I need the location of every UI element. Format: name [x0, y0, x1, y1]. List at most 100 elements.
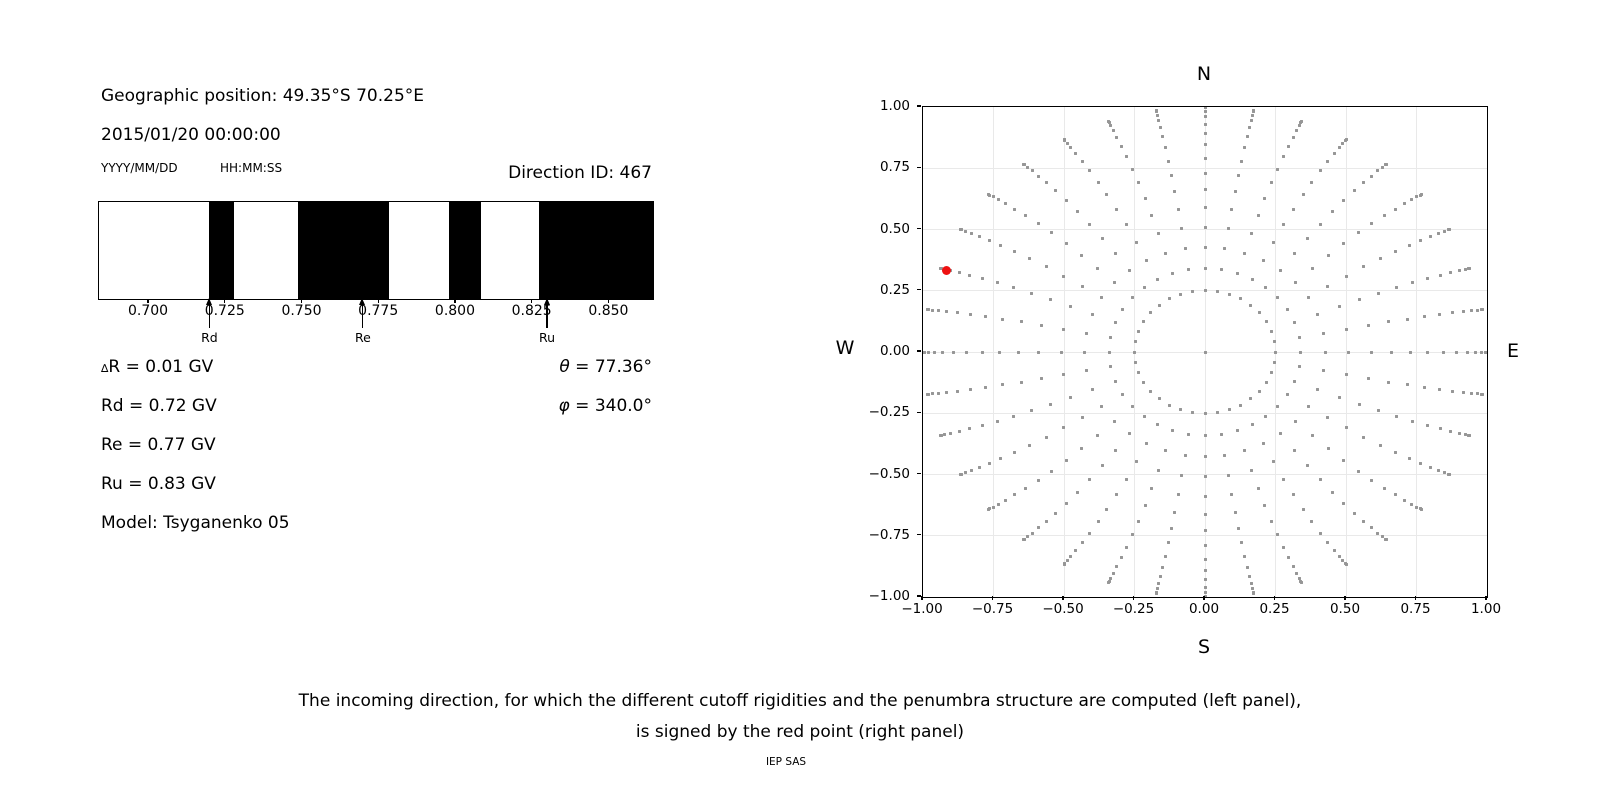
direction-grid-point	[1291, 565, 1295, 569]
direction-grid-point	[980, 423, 984, 427]
direction-grid-point	[1168, 403, 1172, 407]
delta-symbol: ∆	[101, 362, 109, 375]
direction-grid-point	[1337, 305, 1341, 309]
direction-grid-point	[1245, 565, 1249, 569]
direction-grid-point	[1405, 317, 1409, 321]
direction-grid-point	[1318, 531, 1322, 535]
direction-grid-point	[1370, 174, 1374, 178]
theta-value: = 77.36°	[569, 357, 652, 377]
direction-grid-point	[1062, 426, 1066, 430]
penumbra-axis-tick-label: 0.725	[204, 303, 245, 319]
direction-grid-point	[1049, 231, 1053, 235]
direction-grid-point	[1295, 571, 1299, 575]
direction-grid-point	[1393, 493, 1397, 497]
direction-grid-point	[1044, 265, 1048, 269]
direction-grid-point	[1330, 209, 1334, 213]
direction-grid-point	[1285, 308, 1289, 312]
compass-east-label: E	[1506, 340, 1519, 362]
direction-grid-point	[1344, 562, 1348, 566]
direction-grid-point	[1203, 267, 1207, 271]
direction-grid-point	[1076, 209, 1080, 213]
direction-grid-point	[1169, 174, 1173, 178]
direction-grid-point	[1285, 392, 1289, 396]
direction-grid-point	[1276, 167, 1280, 171]
direction-grid-point	[1121, 392, 1124, 396]
direction-grid-point	[1299, 350, 1303, 354]
direction-grid-point	[936, 391, 940, 395]
direction-grid-point	[1166, 159, 1170, 163]
direction-grid-point	[1203, 433, 1207, 437]
direction-grid-point	[1040, 323, 1044, 327]
scatter-xaxis-tickmark	[1485, 596, 1487, 600]
direction-grid-point	[963, 471, 967, 475]
direction-grid-point	[1130, 533, 1134, 537]
direction-grid-point	[1183, 247, 1187, 251]
direction-grid-point	[1203, 109, 1207, 113]
direction-grid-point	[1203, 494, 1207, 498]
scatter-xaxis-tickmark	[921, 596, 923, 600]
direction-grid-point	[1180, 227, 1184, 231]
direction-grid-point	[1001, 383, 1005, 387]
direction-grid-point	[1114, 448, 1118, 452]
direction-grid-point	[1119, 144, 1123, 148]
direction-grid-point	[1437, 387, 1441, 391]
direction-grid-point	[1429, 234, 1433, 238]
direction-grid-point	[1249, 582, 1253, 586]
penumbra-axis-tickmark	[224, 299, 226, 303]
direction-grid-point	[1173, 190, 1177, 194]
direction-grid-point	[1101, 236, 1105, 240]
direction-grid-point	[1378, 444, 1382, 448]
direction-grid-point	[1013, 249, 1017, 253]
direction-grid-point	[1461, 310, 1465, 314]
direction-grid-point	[1293, 379, 1297, 383]
direction-grid-point	[1344, 138, 1348, 142]
direction-grid-point	[1004, 498, 1008, 502]
direction-grid-point	[1291, 493, 1295, 497]
direction-grid-point	[1278, 268, 1282, 272]
direction-grid-point	[1064, 242, 1068, 246]
direction-grid-point	[1299, 120, 1303, 124]
direction-grid-point	[1090, 387, 1094, 391]
direction-grid-point	[1157, 232, 1160, 236]
direction-grid-point	[1249, 232, 1253, 236]
direction-grid-point	[1191, 410, 1195, 414]
direction-grid-point	[1105, 507, 1109, 511]
direction-grid-point	[1137, 519, 1141, 523]
direction-grid-point	[1080, 160, 1084, 163]
direction-grid-point	[991, 505, 995, 509]
direction-grid-point	[1080, 540, 1084, 544]
direction-grid-point	[1161, 565, 1165, 569]
direction-grid-point	[1327, 254, 1331, 258]
direction-grid-point	[1476, 392, 1480, 396]
direction-grid-point	[1358, 402, 1362, 406]
direction-grid-point	[1419, 462, 1423, 466]
direction-grid-point	[1203, 156, 1207, 160]
direction-grid-point	[1235, 429, 1239, 432]
direction-grid-point	[1203, 171, 1207, 175]
direction-grid-point	[1461, 390, 1465, 394]
direction-grid-point	[977, 234, 981, 238]
gridline-horizontal	[923, 474, 1487, 475]
direction-grid-point	[1450, 311, 1454, 315]
theta-symbol: θ	[559, 357, 570, 377]
penumbra-forbidden-band	[297, 202, 390, 299]
direction-grid-point	[1083, 350, 1087, 354]
direction-grid-point	[1370, 478, 1374, 482]
direction-grid-point	[1109, 576, 1113, 580]
direction-grid-point	[1157, 118, 1161, 122]
direction-grid-point	[1036, 526, 1040, 530]
direction-grid-point	[1264, 381, 1268, 385]
direction-grid-point	[1215, 290, 1219, 294]
selected-direction-point	[941, 265, 951, 275]
scatter-xaxis-tickmark	[1132, 596, 1135, 600]
direction-grid-point	[1223, 453, 1227, 457]
direction-grid-point	[1130, 404, 1134, 408]
direction-grid-point	[1020, 380, 1024, 384]
scatter-xaxis-tickmark	[1203, 596, 1205, 600]
direction-grid-point	[1426, 350, 1430, 354]
direction-grid-point	[1036, 478, 1040, 482]
direction-grid-point	[1168, 297, 1172, 301]
direction-grid-point	[1156, 277, 1160, 281]
cutoff-marker-label: Re	[354, 330, 371, 345]
cutoff-arrow-stem	[362, 305, 364, 328]
